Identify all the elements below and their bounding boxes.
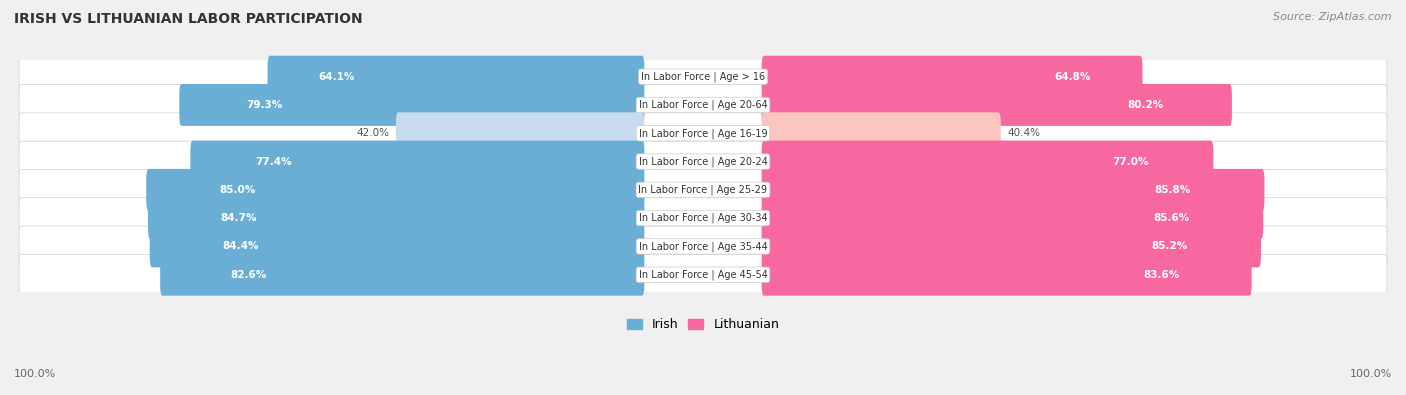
Text: 100.0%: 100.0% bbox=[14, 369, 56, 379]
Text: Source: ZipAtlas.com: Source: ZipAtlas.com bbox=[1274, 12, 1392, 22]
Text: 79.3%: 79.3% bbox=[246, 100, 283, 110]
Text: 84.4%: 84.4% bbox=[222, 241, 259, 252]
Text: 82.6%: 82.6% bbox=[231, 270, 267, 280]
FancyBboxPatch shape bbox=[149, 226, 644, 267]
Text: 100.0%: 100.0% bbox=[1350, 369, 1392, 379]
Text: In Labor Force | Age 30-34: In Labor Force | Age 30-34 bbox=[638, 213, 768, 224]
Text: In Labor Force | Age 25-29: In Labor Force | Age 25-29 bbox=[638, 184, 768, 195]
Text: 83.6%: 83.6% bbox=[1144, 270, 1180, 280]
FancyBboxPatch shape bbox=[20, 198, 1386, 239]
FancyBboxPatch shape bbox=[146, 169, 644, 211]
FancyBboxPatch shape bbox=[762, 84, 1232, 126]
FancyBboxPatch shape bbox=[762, 56, 1143, 98]
Text: IRISH VS LITHUANIAN LABOR PARTICIPATION: IRISH VS LITHUANIAN LABOR PARTICIPATION bbox=[14, 12, 363, 26]
Text: 40.4%: 40.4% bbox=[1007, 128, 1040, 138]
FancyBboxPatch shape bbox=[762, 169, 1264, 211]
FancyBboxPatch shape bbox=[190, 141, 644, 182]
Text: In Labor Force | Age 20-24: In Labor Force | Age 20-24 bbox=[638, 156, 768, 167]
FancyBboxPatch shape bbox=[762, 141, 1213, 182]
FancyBboxPatch shape bbox=[20, 141, 1386, 182]
Text: 77.4%: 77.4% bbox=[256, 156, 292, 167]
Text: In Labor Force | Age 20-64: In Labor Force | Age 20-64 bbox=[638, 100, 768, 110]
Text: 85.8%: 85.8% bbox=[1154, 185, 1191, 195]
FancyBboxPatch shape bbox=[20, 56, 1386, 97]
Text: 80.2%: 80.2% bbox=[1128, 100, 1164, 110]
Text: 85.0%: 85.0% bbox=[219, 185, 256, 195]
Text: 85.2%: 85.2% bbox=[1152, 241, 1188, 252]
Text: 64.8%: 64.8% bbox=[1054, 71, 1091, 82]
FancyBboxPatch shape bbox=[762, 254, 1251, 295]
Text: In Labor Force | Age 45-54: In Labor Force | Age 45-54 bbox=[638, 269, 768, 280]
Legend: Irish, Lithuanian: Irish, Lithuanian bbox=[621, 314, 785, 337]
FancyBboxPatch shape bbox=[20, 226, 1386, 267]
Text: 77.0%: 77.0% bbox=[1112, 156, 1149, 167]
FancyBboxPatch shape bbox=[20, 254, 1386, 295]
Text: 84.7%: 84.7% bbox=[221, 213, 257, 223]
FancyBboxPatch shape bbox=[762, 226, 1261, 267]
FancyBboxPatch shape bbox=[160, 254, 644, 295]
FancyBboxPatch shape bbox=[762, 112, 1001, 154]
Text: In Labor Force | Age 16-19: In Labor Force | Age 16-19 bbox=[638, 128, 768, 139]
Text: 42.0%: 42.0% bbox=[357, 128, 389, 138]
FancyBboxPatch shape bbox=[180, 84, 644, 126]
Text: In Labor Force | Age > 16: In Labor Force | Age > 16 bbox=[641, 71, 765, 82]
Text: In Labor Force | Age 35-44: In Labor Force | Age 35-44 bbox=[638, 241, 768, 252]
FancyBboxPatch shape bbox=[267, 56, 644, 98]
FancyBboxPatch shape bbox=[396, 112, 644, 154]
FancyBboxPatch shape bbox=[20, 113, 1386, 154]
FancyBboxPatch shape bbox=[762, 197, 1263, 239]
Text: 85.6%: 85.6% bbox=[1153, 213, 1189, 223]
FancyBboxPatch shape bbox=[20, 85, 1386, 125]
Text: 64.1%: 64.1% bbox=[319, 71, 356, 82]
FancyBboxPatch shape bbox=[148, 197, 644, 239]
FancyBboxPatch shape bbox=[20, 169, 1386, 210]
